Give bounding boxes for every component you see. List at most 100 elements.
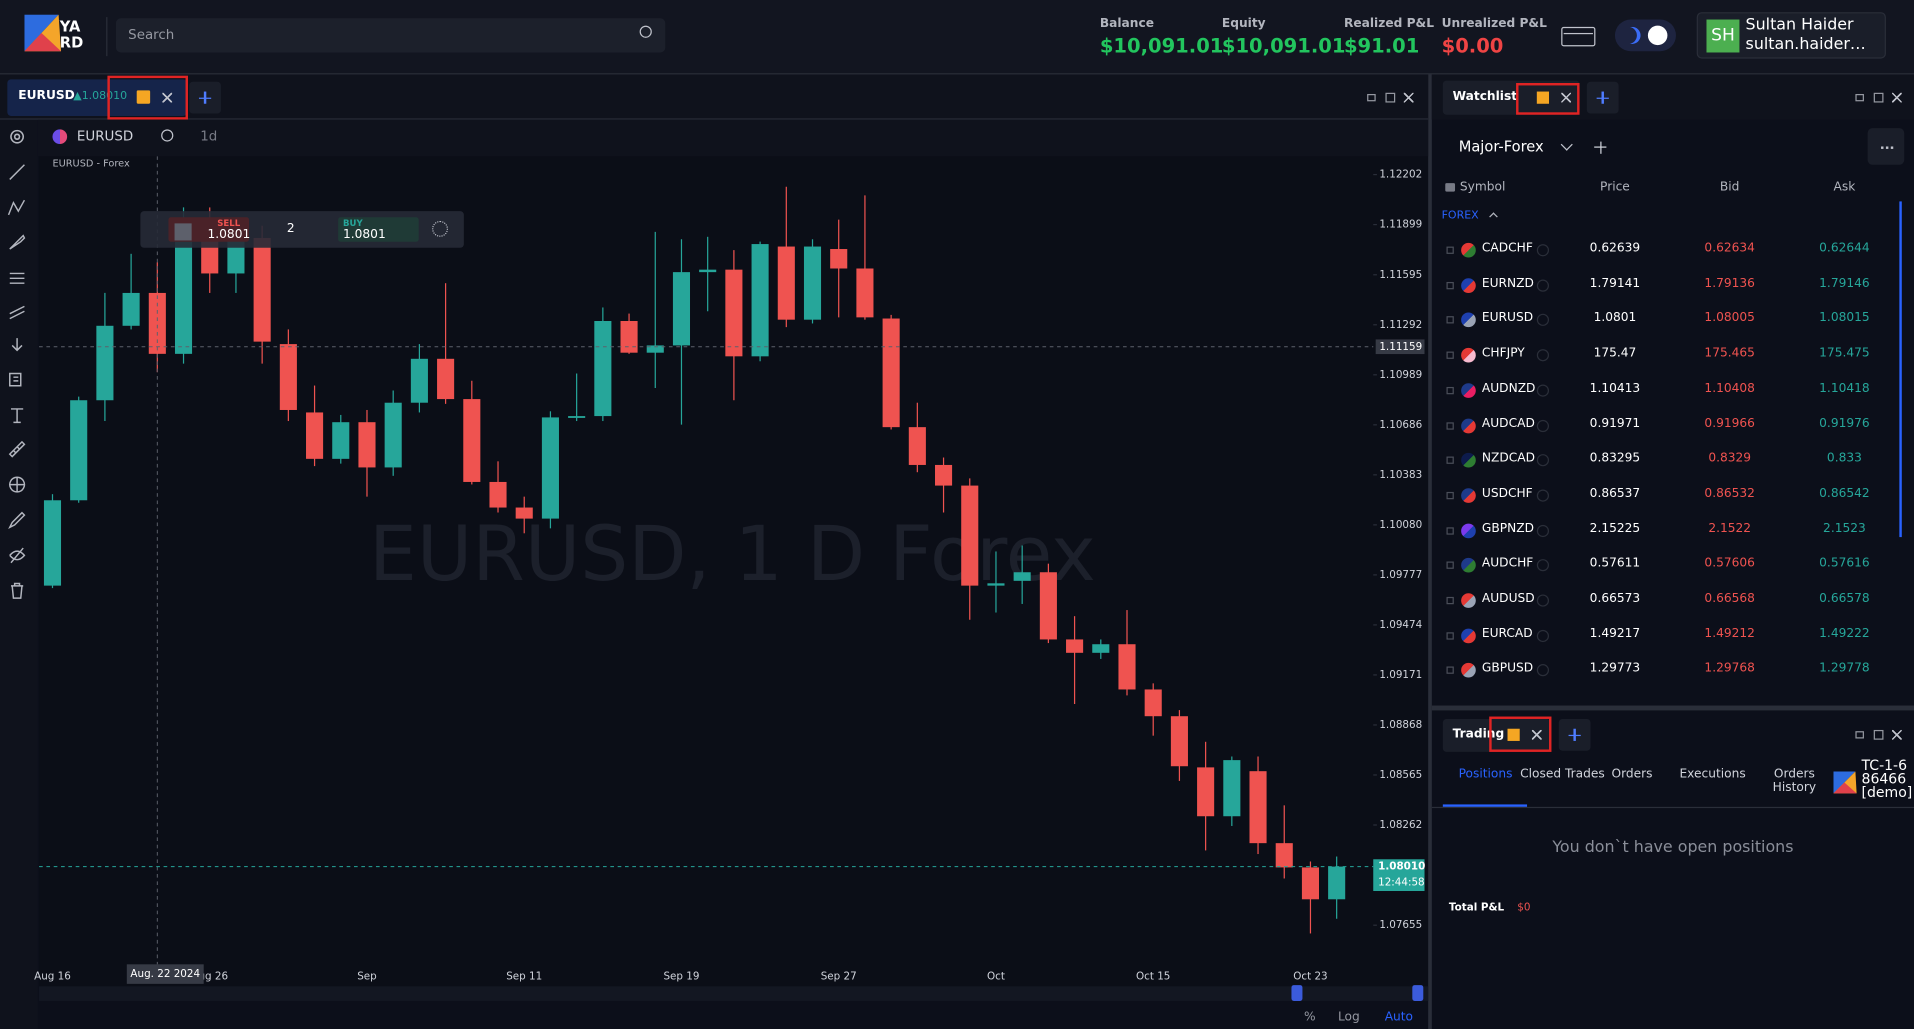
row-checkbox[interactable] [1446, 456, 1454, 465]
scale-button[interactable]: Auto [1385, 1009, 1413, 1023]
drawing-tool[interactable] [8, 440, 26, 458]
scale-button[interactable]: Log [1338, 1009, 1360, 1023]
row-checkbox[interactable] [1446, 246, 1454, 254]
y-tick-label: 1.09474 [1379, 619, 1422, 631]
window-icon[interactable] [1873, 92, 1884, 103]
drawing-tool[interactable] [10, 408, 24, 424]
trading-subtab[interactable]: Orders History [1772, 767, 1817, 795]
logo-text: YARD [59, 18, 84, 52]
symbol-cell[interactable]: GBPNZD [1481, 521, 1534, 536]
y-tick-label: 1.08262 [1379, 819, 1422, 831]
symbol-cell[interactable]: GBPUSD [1481, 662, 1534, 676]
symbol-cell[interactable]: EURUSD [1481, 311, 1534, 326]
watchlist-tab[interactable] [1442, 80, 1580, 115]
window-icon[interactable] [1873, 729, 1884, 740]
search-placeholder: Search [128, 26, 175, 43]
toolbar-symbol[interactable]: EURUSD [76, 128, 134, 145]
x-tick-label: Oct [987, 971, 1005, 983]
row-checkbox[interactable] [1446, 491, 1454, 500]
scroll-indicator [1899, 201, 1902, 538]
order-settings[interactable] [432, 220, 448, 237]
account-logo [1833, 771, 1857, 794]
row-checkbox[interactable] [1446, 561, 1454, 570]
crosshair-price: 1.11159 [1379, 341, 1422, 353]
symbol-cell[interactable]: CHFJPY [1481, 346, 1525, 361]
tab-color-icon [1536, 91, 1550, 104]
row-checkbox[interactable] [1446, 316, 1454, 324]
scroll-handle[interactable] [1291, 985, 1303, 1001]
account-value: $91.01 [1343, 34, 1420, 58]
row-checkbox[interactable] [1446, 526, 1454, 535]
window-icon[interactable] [1385, 92, 1396, 103]
row-checkbox[interactable] [1446, 666, 1454, 675]
candle-body [594, 320, 612, 417]
trading-subtab[interactable]: Closed Trades [1520, 767, 1605, 782]
symbol-cell[interactable]: AUDCAD [1481, 416, 1535, 431]
row-checkbox[interactable] [1446, 281, 1454, 289]
scroll-handle[interactable] [1412, 985, 1424, 1001]
symbol-cell[interactable]: EURCAD [1481, 627, 1533, 641]
drawing-tool[interactable] [9, 164, 25, 180]
close-icon[interactable] [1561, 92, 1571, 103]
symbol-cell[interactable]: AUDUSD [1481, 592, 1535, 606]
buy-button[interactable] [338, 217, 419, 242]
symbol-cell[interactable]: NZDCAD [1481, 451, 1536, 466]
list-name[interactable]: Major-Forex [1458, 137, 1544, 156]
drawing-tool[interactable] [9, 272, 25, 284]
trading-subtab[interactable]: Executions [1679, 767, 1746, 782]
scale-button[interactable]: % [1304, 1009, 1316, 1023]
trading-subtab[interactable]: Orders [1611, 767, 1653, 782]
drawing-tool[interactable] [10, 582, 24, 599]
flag-icon [1461, 277, 1476, 293]
symbol-cell[interactable]: CADCHF [1481, 241, 1533, 256]
candle-body [1118, 644, 1136, 690]
drawing-tool[interactable] [9, 547, 26, 564]
drawing-tool[interactable] [9, 372, 22, 387]
drawing-tool[interactable] [8, 511, 26, 529]
window-icon[interactable] [1855, 93, 1864, 102]
symbol-cell[interactable]: EURNZD [1481, 276, 1534, 291]
quantity[interactable]: 2 [286, 222, 295, 236]
symbol-cell[interactable]: USDCHF [1481, 486, 1533, 501]
search-box[interactable] [115, 18, 666, 53]
window-icon[interactable] [1855, 731, 1864, 739]
close-icon[interactable] [162, 92, 173, 103]
drawing-tool[interactable] [11, 338, 23, 352]
row-checkbox[interactable] [1446, 421, 1454, 430]
drawing-tool[interactable] [9, 476, 26, 493]
row-info-icon [1536, 384, 1550, 397]
candle-body [777, 246, 795, 320]
row-checkbox[interactable] [1446, 351, 1454, 359]
row-checkbox[interactable] [1446, 386, 1454, 395]
highlight-box [1489, 716, 1552, 752]
close-icon[interactable] [1531, 729, 1542, 740]
quote-cell: 2.1523 [1823, 521, 1866, 536]
logo[interactable] [24, 14, 97, 57]
symbol-cell[interactable]: AUDNZD [1481, 381, 1536, 396]
dot [1881, 146, 1884, 149]
close-icon[interactable] [1892, 92, 1902, 103]
candle-body [1066, 639, 1084, 653]
close-icon[interactable] [1892, 729, 1902, 740]
close-icon[interactable] [1403, 92, 1414, 103]
drawing-tool[interactable] [7, 199, 26, 216]
layout-icon[interactable] [1561, 26, 1596, 47]
row-checkbox[interactable] [1446, 631, 1454, 640]
toolbar-search[interactable] [161, 129, 174, 142]
window-icon[interactable] [1367, 93, 1376, 102]
quote-cell: 1.79141 [1589, 276, 1641, 291]
row-checkbox[interactable] [1446, 596, 1454, 605]
chart-tab[interactable] [7, 79, 187, 116]
settings-icon[interactable] [10, 129, 24, 144]
symbol-cell[interactable]: AUDCHF [1481, 556, 1534, 571]
candle-body [830, 249, 848, 269]
drawing-tool[interactable] [9, 305, 25, 320]
toolbar-interval[interactable]: 1d [200, 128, 218, 145]
account-id[interactable]: TC-1-686466 [demo] [1861, 759, 1913, 800]
more-button[interactable] [1867, 128, 1905, 165]
group-label[interactable]: FOREX [1441, 209, 1479, 223]
drawing-tool[interactable] [9, 234, 26, 250]
candle-body [384, 402, 402, 468]
trading-subtab[interactable]: Positions [1458, 767, 1513, 782]
